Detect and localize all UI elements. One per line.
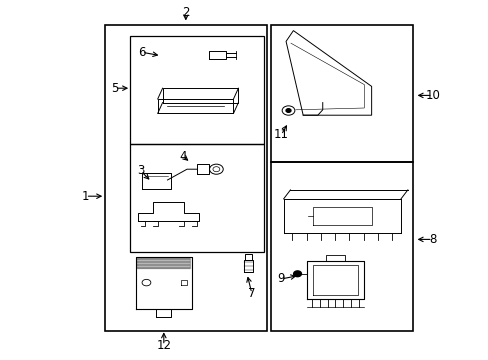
Bar — [129, 36, 264, 144]
Text: 8: 8 — [428, 233, 436, 246]
Bar — [129, 144, 264, 252]
Text: 4: 4 — [179, 150, 187, 163]
Bar — [105, 25, 266, 331]
Text: 6: 6 — [138, 46, 145, 59]
Bar — [271, 162, 412, 331]
Text: 2: 2 — [182, 6, 189, 19]
Text: 3: 3 — [137, 165, 144, 177]
Text: 10: 10 — [425, 89, 439, 102]
Bar — [271, 25, 412, 162]
Text: 1: 1 — [81, 190, 89, 203]
Text: 5: 5 — [111, 82, 119, 95]
Text: 7: 7 — [247, 287, 255, 300]
Circle shape — [293, 271, 301, 276]
Text: 9: 9 — [277, 273, 285, 285]
Text: 11: 11 — [273, 129, 288, 141]
Circle shape — [285, 109, 290, 112]
Text: 12: 12 — [156, 339, 171, 352]
